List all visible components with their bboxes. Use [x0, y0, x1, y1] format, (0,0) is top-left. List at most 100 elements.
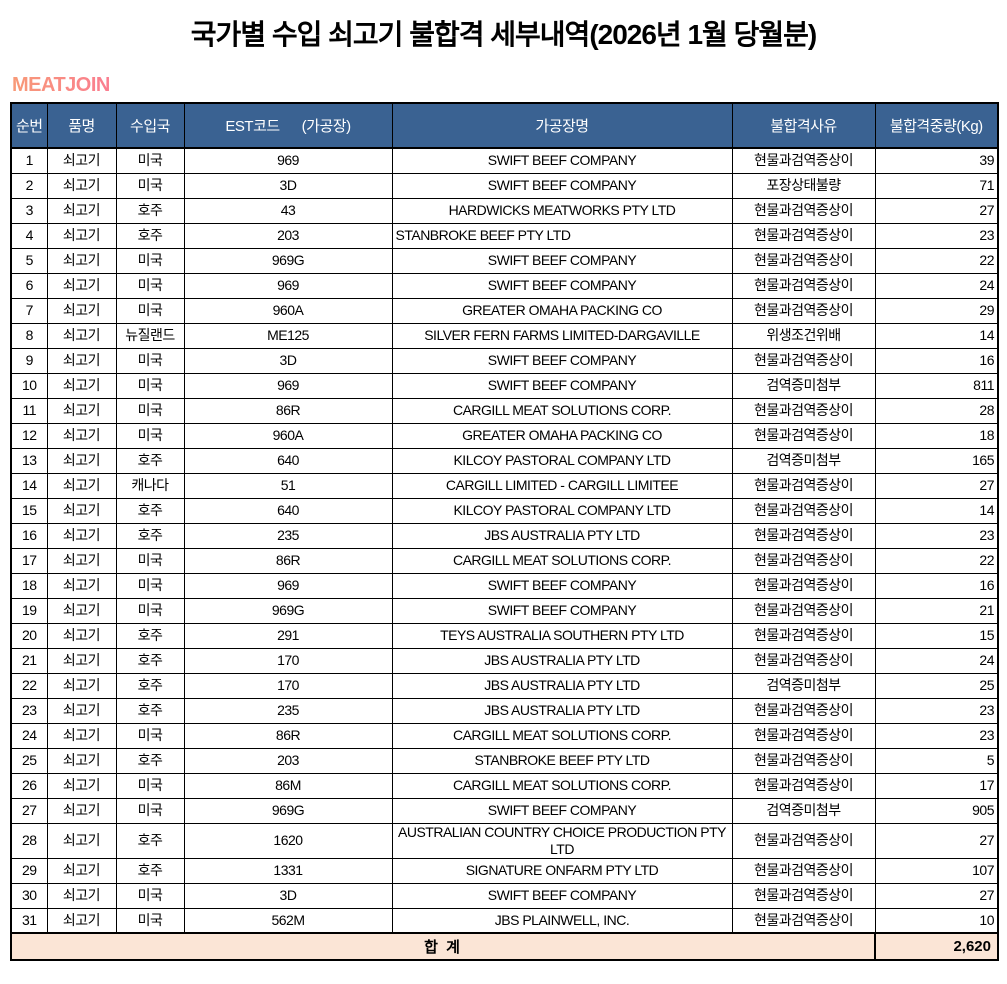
cell-no: 14 [10, 472, 48, 499]
cell-weight: 28 [874, 397, 999, 424]
cell-reason: 현물과검역증상이 [731, 472, 876, 499]
table-row: 25 쇠고기 호주 203 STANBROKE BEEF PTY LTD 현물과검역증상이… [10, 747, 999, 774]
cell-product: 쇠고기 [46, 247, 117, 274]
cell-weight: 39 [874, 147, 999, 174]
cell-no: 4 [10, 222, 48, 249]
cell-product: 쇠고기 [46, 907, 117, 934]
cell-plant-name: SWIFT BEEF COMPANY [391, 347, 733, 374]
cell-no: 5 [10, 247, 48, 274]
cell-country: 미국 [115, 172, 185, 199]
cell-plant-name: CARGILL MEAT SOLUTIONS CORP. [391, 547, 733, 574]
cell-country: 미국 [115, 272, 185, 299]
cell-country: 호주 [115, 197, 185, 224]
cell-est-code: 235 [183, 697, 393, 724]
cell-est-code: ME125 [183, 322, 393, 349]
cell-plant-name: SWIFT BEEF COMPANY [391, 797, 733, 824]
cell-reason: 현물과검역증상이 [731, 772, 876, 799]
rejection-detail-table: 순번 품명 수입국 EST코드 (가공장) 가공장명 불합격사유 불합격중량(K… [10, 102, 999, 961]
cell-est-code: 203 [183, 222, 393, 249]
cell-product: 쇠고기 [46, 347, 117, 374]
cell-reason: 현물과검역증상이 [731, 647, 876, 674]
cell-country: 미국 [115, 147, 185, 174]
cell-plant-name: SILVER FERN FARMS LIMITED-DARGAVILLE [391, 322, 733, 349]
cell-no: 3 [10, 197, 48, 224]
cell-plant-name: SWIFT BEEF COMPANY [391, 272, 733, 299]
cell-plant-name: TEYS AUSTRALIA SOUTHERN PTY LTD [391, 622, 733, 649]
cell-weight: 25 [874, 672, 999, 699]
cell-no: 7 [10, 297, 48, 324]
table-row: 5 쇠고기 미국 969G SWIFT BEEF COMPANY 현물과검역증상이 22 [10, 247, 999, 274]
table-row: 4 쇠고기 호주 203 STANBROKE BEEF PTY LTD 현물과검역증상이 2… [10, 222, 999, 249]
cell-product: 쇠고기 [46, 822, 117, 859]
cell-est-code: 86R [183, 397, 393, 424]
cell-reason: 현물과검역증상이 [731, 247, 876, 274]
cell-country: 호주 [115, 647, 185, 674]
cell-reason: 현물과검역증상이 [731, 222, 876, 249]
cell-reason: 현물과검역증상이 [731, 882, 876, 909]
cell-product: 쇠고기 [46, 547, 117, 574]
meatjoin-logo: MEATJOIN [12, 74, 110, 96]
table-row: 14 쇠고기 캐나다 51 CARGILL LIMITED - CARGILL LIMI… [10, 472, 999, 499]
cell-no: 28 [10, 822, 48, 859]
cell-product: 쇠고기 [46, 272, 117, 299]
cell-no: 19 [10, 597, 48, 624]
cell-product: 쇠고기 [46, 222, 117, 249]
cell-est-code: 3D [183, 347, 393, 374]
cell-product: 쇠고기 [46, 322, 117, 349]
cell-est-code: 86R [183, 547, 393, 574]
table-row: 26 쇠고기 미국 86M CARGILL MEAT SOLUTIONS CORP. 현물… [10, 772, 999, 799]
cell-no: 6 [10, 272, 48, 299]
cell-est-code: 1620 [183, 822, 393, 859]
cell-reason: 현물과검역증상이 [731, 857, 876, 884]
cell-weight: 23 [874, 722, 999, 749]
cell-est-code: 3D [183, 882, 393, 909]
cell-product: 쇠고기 [46, 797, 117, 824]
cell-country: 미국 [115, 547, 185, 574]
cell-weight: 27 [874, 882, 999, 909]
table-row: 28 쇠고기 호주 1620 AUSTRALIAN COUNTRY CHOICE PRO… [10, 822, 999, 859]
cell-weight: 14 [874, 497, 999, 524]
total-value: 2,620 [874, 932, 999, 961]
cell-est-code: 562M [183, 907, 393, 934]
table-row: 20 쇠고기 호주 291 TEYS AUSTRALIA SOUTHERN PTY LT… [10, 622, 999, 649]
table-row: 10 쇠고기 미국 969 SWIFT BEEF COMPANY 검역증미첨부 811 [10, 372, 999, 399]
cell-reason: 현물과검역증상이 [731, 547, 876, 574]
cell-est-code: 969G [183, 597, 393, 624]
cell-product: 쇠고기 [46, 172, 117, 199]
cell-plant-name: JBS AUSTRALIA PTY LTD [391, 672, 733, 699]
table-row: 18 쇠고기 미국 969 SWIFT BEEF COMPANY 현물과검역증상이 16 [10, 572, 999, 599]
cell-country: 호주 [115, 497, 185, 524]
cell-country: 호주 [115, 622, 185, 649]
cell-no: 25 [10, 747, 48, 774]
table-row: 2 쇠고기 미국 3D SWIFT BEEF COMPANY 포장상태불량 71 [10, 172, 999, 199]
cell-product: 쇠고기 [46, 497, 117, 524]
cell-est-code: 3D [183, 172, 393, 199]
cell-est-code: 969 [183, 272, 393, 299]
cell-weight: 5 [874, 747, 999, 774]
cell-product: 쇠고기 [46, 882, 117, 909]
table-row: 9 쇠고기 미국 3D SWIFT BEEF COMPANY 현물과검역증상이 16 [10, 347, 999, 374]
cell-no: 30 [10, 882, 48, 909]
cell-country: 미국 [115, 347, 185, 374]
cell-weight: 18 [874, 422, 999, 449]
cell-plant-name: JBS PLAINWELL, INC. [391, 907, 733, 934]
cell-plant-name: GREATER OMAHA PACKING CO [391, 297, 733, 324]
cell-no: 17 [10, 547, 48, 574]
cell-weight: 10 [874, 907, 999, 934]
table-row: 8 쇠고기 뉴질랜드 ME125 SILVER FERN FARMS LIMITED-D… [10, 322, 999, 349]
cell-product: 쇠고기 [46, 722, 117, 749]
cell-plant-name: JBS AUSTRALIA PTY LTD [391, 697, 733, 724]
cell-product: 쇠고기 [46, 472, 117, 499]
cell-product: 쇠고기 [46, 747, 117, 774]
cell-country: 호주 [115, 822, 185, 859]
cell-weight: 24 [874, 647, 999, 674]
cell-weight: 905 [874, 797, 999, 824]
cell-weight: 23 [874, 697, 999, 724]
cell-reason: 현물과검역증상이 [731, 397, 876, 424]
cell-country: 미국 [115, 372, 185, 399]
table-row: 17 쇠고기 미국 86R CARGILL MEAT SOLUTIONS CORP. 현물… [10, 547, 999, 574]
cell-product: 쇠고기 [46, 147, 117, 174]
table-header-row: 순번 품명 수입국 EST코드 (가공장) 가공장명 불합격사유 불합격중량(K… [10, 102, 999, 149]
cell-est-code: 969 [183, 372, 393, 399]
cell-plant-name: CARGILL MEAT SOLUTIONS CORP. [391, 397, 733, 424]
